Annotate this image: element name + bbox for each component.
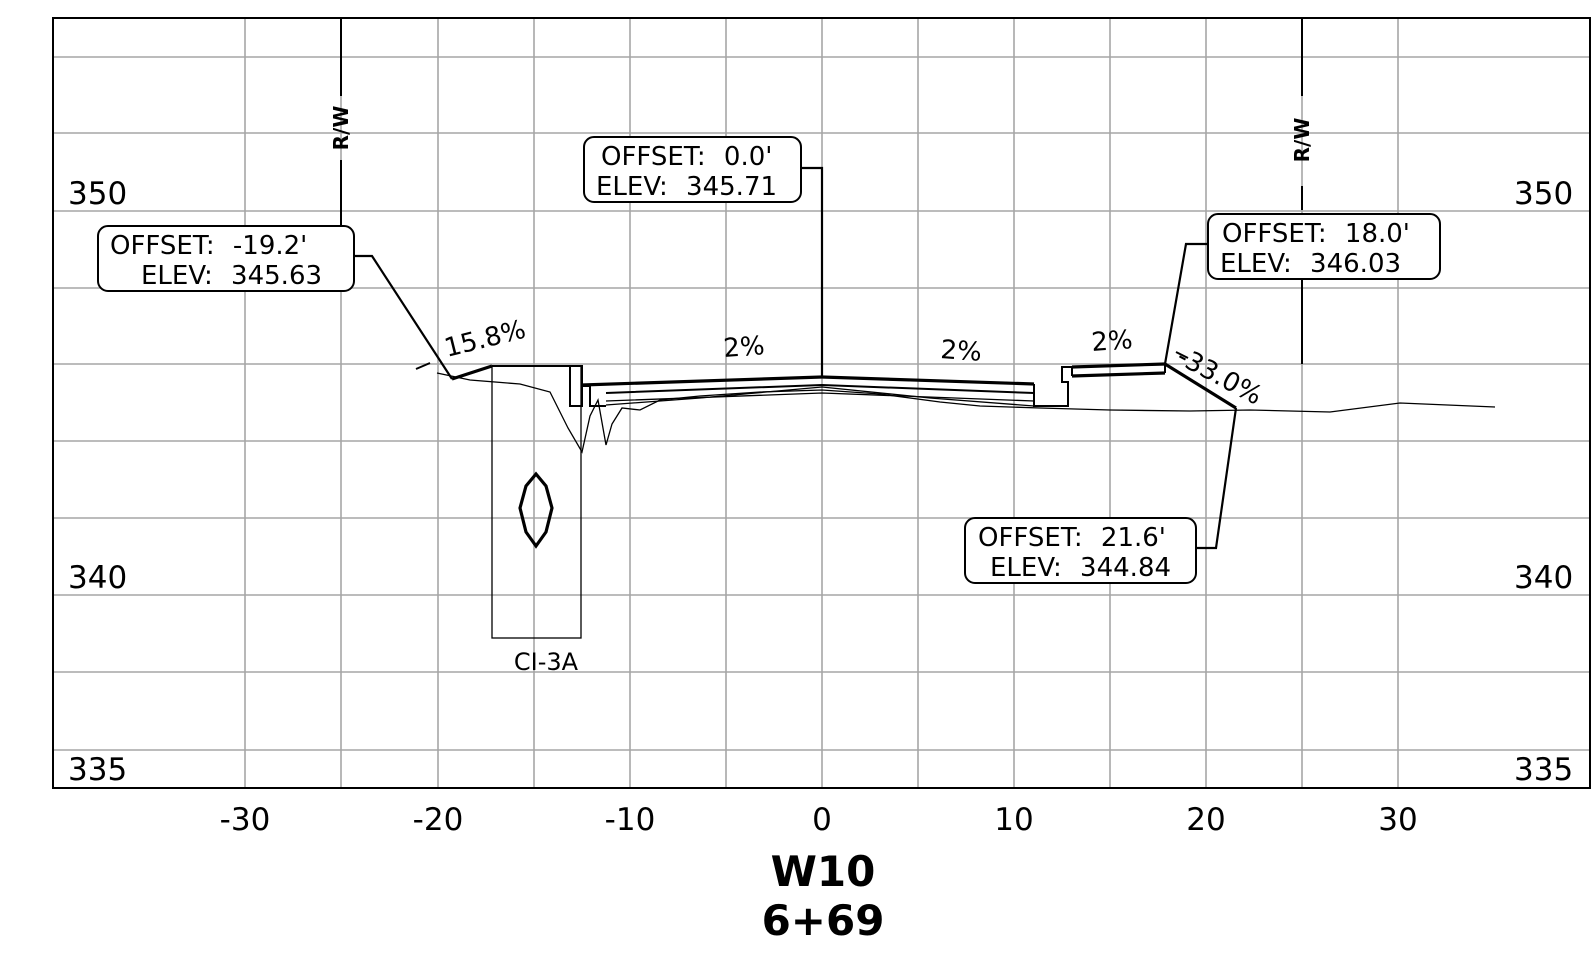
offset-label: OFFSET: (110, 231, 215, 261)
offset-tick-label: 10 (994, 802, 1033, 838)
left-curb-face (570, 365, 583, 386)
offset-label: OFFSET: (601, 142, 706, 172)
rw-label-right: R/W (1290, 118, 1314, 163)
offset-label: OFFSET: (1222, 219, 1327, 249)
right-cut-slope (1164, 362, 1237, 410)
elev-label: ELEV: (596, 172, 668, 202)
leader-right-hinge (1163, 242, 1208, 365)
plot-frame (52, 17, 1591, 789)
elev-value: 345.63 (231, 261, 322, 291)
svg-text:ELEV: 345.71: ELEV: 345.71 (596, 172, 777, 202)
leader-centerline (800, 166, 824, 377)
right-curb-gutter (1033, 366, 1072, 407)
right-shoulder (1071, 362, 1166, 369)
svg-text:ELEV: 344.84: ELEV: 344.84 (990, 553, 1171, 583)
callout-right-catch: OFFSET: 21.6' ELEV: 344.84 (964, 517, 1197, 584)
elev-label: ELEV: (990, 553, 1062, 583)
structure-label: CI-3A (514, 648, 579, 676)
elev-label-right-335: 335 (1514, 752, 1573, 788)
callout-left-hinge: OFFSET: -19.2' ELEV: 345.63 (97, 225, 355, 292)
left-fill-slope (451, 364, 493, 381)
elev-label-left-335: 335 (68, 752, 127, 788)
rw-label-left: R/W (329, 106, 353, 151)
callout-centerline: OFFSET: 0.0' ELEV: 345.71 (583, 136, 802, 203)
slope-tick (1175, 351, 1189, 359)
pavement-surface-left (581, 375, 823, 387)
pipe-symbol (518, 471, 554, 549)
offset-tick-label: -20 (413, 802, 464, 838)
offset-tick-label: 30 (1378, 802, 1417, 838)
alignment-title: W10 (771, 847, 876, 896)
slope-label-shoulder: 2% (1090, 325, 1133, 358)
elev-label-right-350: 350 (1514, 176, 1573, 212)
pavement-surface-right (821, 375, 1035, 386)
svg-text:OFFSET: 0.0': OFFSET: 0.0' (601, 142, 772, 172)
elev-value: 345.71 (686, 172, 777, 202)
offset-label: OFFSET: (978, 523, 1083, 553)
elev-value: 344.84 (1080, 553, 1171, 583)
inlet-structure-box (491, 365, 582, 639)
offset-value: -19.2' (233, 231, 307, 261)
station-title: 6+69 (762, 896, 885, 945)
elev-label-left-340: 340 (68, 560, 127, 596)
offset-value: 21.6' (1101, 523, 1166, 553)
elev-value: 346.03 (1310, 249, 1401, 279)
offset-tick-label: 0 (812, 802, 832, 838)
slope-label-lane-right: 2% (940, 335, 983, 368)
svg-text:ELEV: 346.03: ELEV: 346.03 (1220, 249, 1401, 279)
svg-text:ELEV: 345.63: ELEV: 345.63 (141, 261, 322, 291)
grid (53, 18, 1590, 788)
offset-tick-label: 20 (1186, 802, 1225, 838)
elev-label-left-350: 350 (68, 176, 127, 212)
offset-tick-label: -30 (220, 802, 271, 838)
slope-label-left-fill: 15.8% (441, 315, 528, 364)
subgrade-line (605, 386, 1035, 407)
leader-right-catch (1196, 407, 1238, 550)
slope-tick (415, 362, 431, 370)
elev-label-right-340: 340 (1514, 560, 1573, 596)
elev-label: ELEV: (141, 261, 213, 291)
offset-value: 18.0' (1345, 219, 1410, 249)
pavement-base (605, 392, 1035, 402)
left-curb-gutter (492, 365, 606, 407)
rw-marker-left: R/W (329, 18, 353, 226)
leader-left-hinge (353, 254, 453, 380)
rw-marker-right: R/W (1290, 18, 1314, 364)
right-shoulder-base (1071, 371, 1166, 378)
pavement-layer (605, 383, 1035, 394)
offset-tick-label: -10 (605, 802, 656, 838)
offset-value: 0.0' (724, 142, 773, 172)
svg-text:OFFSET: 18.0': OFFSET: 18.0' (1222, 219, 1410, 249)
slope-label-lane-left: 2% (722, 331, 765, 364)
elev-label: ELEV: (1220, 249, 1292, 279)
callout-right-hinge: OFFSET: 18.0' ELEV: 346.03 (1207, 213, 1441, 280)
svg-text:OFFSET: -19.2': OFFSET: -19.2' (110, 231, 307, 261)
svg-text:OFFSET: 21.6': OFFSET: 21.6' (978, 523, 1166, 553)
